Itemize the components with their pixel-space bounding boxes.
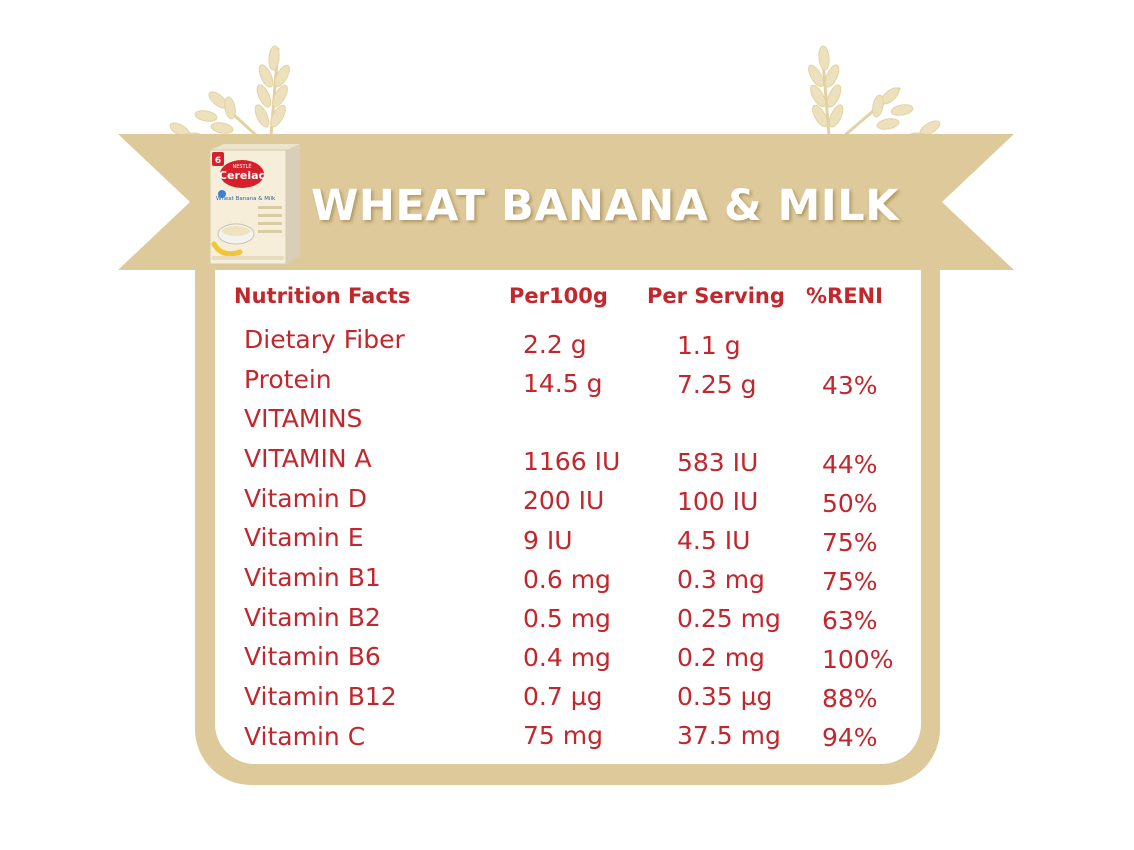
row-per-serving: 583 IU (677, 448, 759, 477)
row-name: Vitamin E (244, 523, 364, 552)
row-per-serving: 0.35 µg (677, 682, 773, 711)
row-per-serving: 7.25 g (677, 370, 757, 399)
product-title: WHEAT BANANA & MILK (310, 181, 900, 231)
row-per-serving: 0.25 mg (677, 604, 781, 633)
row-per100g: 9 IU (523, 526, 573, 555)
wheat-stalks-left-icon (169, 45, 290, 148)
flavor-text: Wheat Banana & Milk (216, 196, 276, 202)
row-name: VITAMINS (244, 404, 363, 433)
row-per100g: 0.5 mg (523, 604, 611, 633)
row-name: Dietary Fiber (244, 325, 405, 354)
title-ribbon (118, 134, 1014, 270)
row-per100g: 75 mg (523, 721, 603, 750)
header-nutrition-facts: Nutrition Facts (234, 284, 411, 308)
nutrition-card-panel (215, 196, 921, 764)
wheat-stalks-right-icon (808, 45, 941, 148)
row-reni: 50% (822, 489, 878, 518)
row-reni: 94% (822, 723, 878, 752)
row-per-serving: 37.5 mg (677, 721, 781, 750)
row-per-serving: 0.3 mg (677, 565, 765, 594)
row-per100g: 0.7 µg (523, 682, 603, 711)
row-reni: 75% (822, 567, 878, 596)
age-badge-icon (212, 152, 224, 166)
row-reni: 88% (822, 684, 878, 713)
row-per100g: 1166 IU (523, 447, 621, 476)
row-name: Vitamin B2 (244, 603, 381, 632)
row-name: Vitamin C (244, 722, 366, 751)
header-per-serving: Per Serving (647, 284, 785, 308)
row-reni: 100% (822, 645, 894, 674)
cerelac-product-box: 6 NESTLÉ Cerelac Wheat Banana & Milk (209, 144, 300, 265)
header-per100g: Per100g (509, 284, 608, 308)
row-per-serving: 4.5 IU (677, 526, 751, 555)
brand-text: Cerelac (219, 169, 265, 182)
row-reni: 43% (822, 371, 878, 400)
row-reni: 63% (822, 606, 878, 635)
row-per-serving: 0.2 mg (677, 643, 765, 672)
row-name: Vitamin B6 (244, 642, 381, 671)
header-reni: %RENI (806, 284, 883, 308)
row-per100g: 0.6 mg (523, 565, 611, 594)
row-per100g: 0.4 mg (523, 643, 611, 672)
row-per100g: 14.5 g (523, 369, 603, 398)
row-per100g: 200 IU (523, 486, 605, 515)
row-name: Vitamin B1 (244, 563, 381, 592)
row-per-serving: 1.1 g (677, 331, 741, 360)
row-name: VITAMIN A (244, 444, 372, 473)
row-reni: 44% (822, 450, 878, 479)
row-name: Protein (244, 365, 332, 394)
row-reni: 75% (822, 528, 878, 557)
row-name: Vitamin D (244, 484, 367, 513)
row-per-serving: 100 IU (677, 487, 759, 516)
row-per100g: 2.2 g (523, 330, 587, 359)
age-badge-text: 6 (215, 156, 221, 166)
row-name: Vitamin B12 (244, 682, 397, 711)
brand-top-text: NESTLÉ (232, 162, 251, 170)
